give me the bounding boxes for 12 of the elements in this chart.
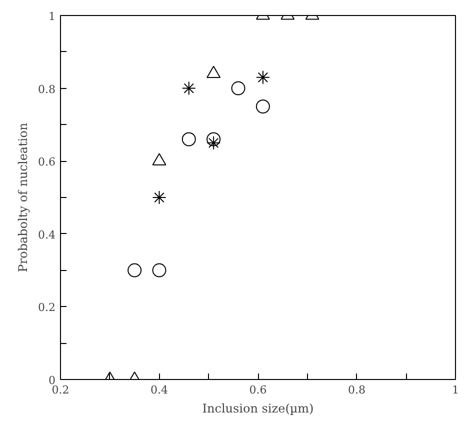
- x-tick-label: 0.6: [249, 384, 267, 396]
- x-tick-label: 0.8: [348, 384, 366, 396]
- x-tick-label: 0.4: [150, 384, 168, 396]
- y-tick-label: 0: [48, 374, 56, 387]
- x-tick-label: 1: [452, 384, 459, 396]
- y-tick-label: 0.2: [38, 301, 56, 314]
- y-tick-label: 0.6: [38, 156, 56, 169]
- y-tick-label: 0.8: [38, 82, 56, 96]
- y-tick-label: 1: [48, 10, 56, 23]
- y-tick-label: 0.4: [38, 228, 56, 242]
- x-axis-title: Inclusion size(µm): [202, 402, 314, 416]
- y-axis-title: Probabolty of nucleation: [16, 122, 30, 272]
